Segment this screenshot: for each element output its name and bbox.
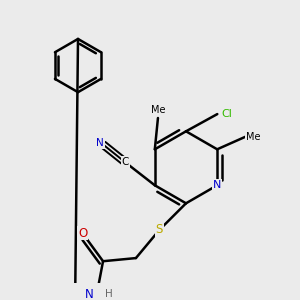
Text: S: S bbox=[156, 224, 163, 236]
Text: Me: Me bbox=[151, 105, 165, 115]
Text: O: O bbox=[78, 226, 87, 239]
Text: Cl: Cl bbox=[221, 109, 232, 119]
Text: N: N bbox=[213, 180, 221, 190]
Text: H: H bbox=[105, 289, 113, 299]
Text: C: C bbox=[122, 157, 129, 167]
Text: N: N bbox=[96, 138, 104, 148]
Text: Me: Me bbox=[246, 132, 260, 142]
Text: N: N bbox=[85, 288, 93, 300]
